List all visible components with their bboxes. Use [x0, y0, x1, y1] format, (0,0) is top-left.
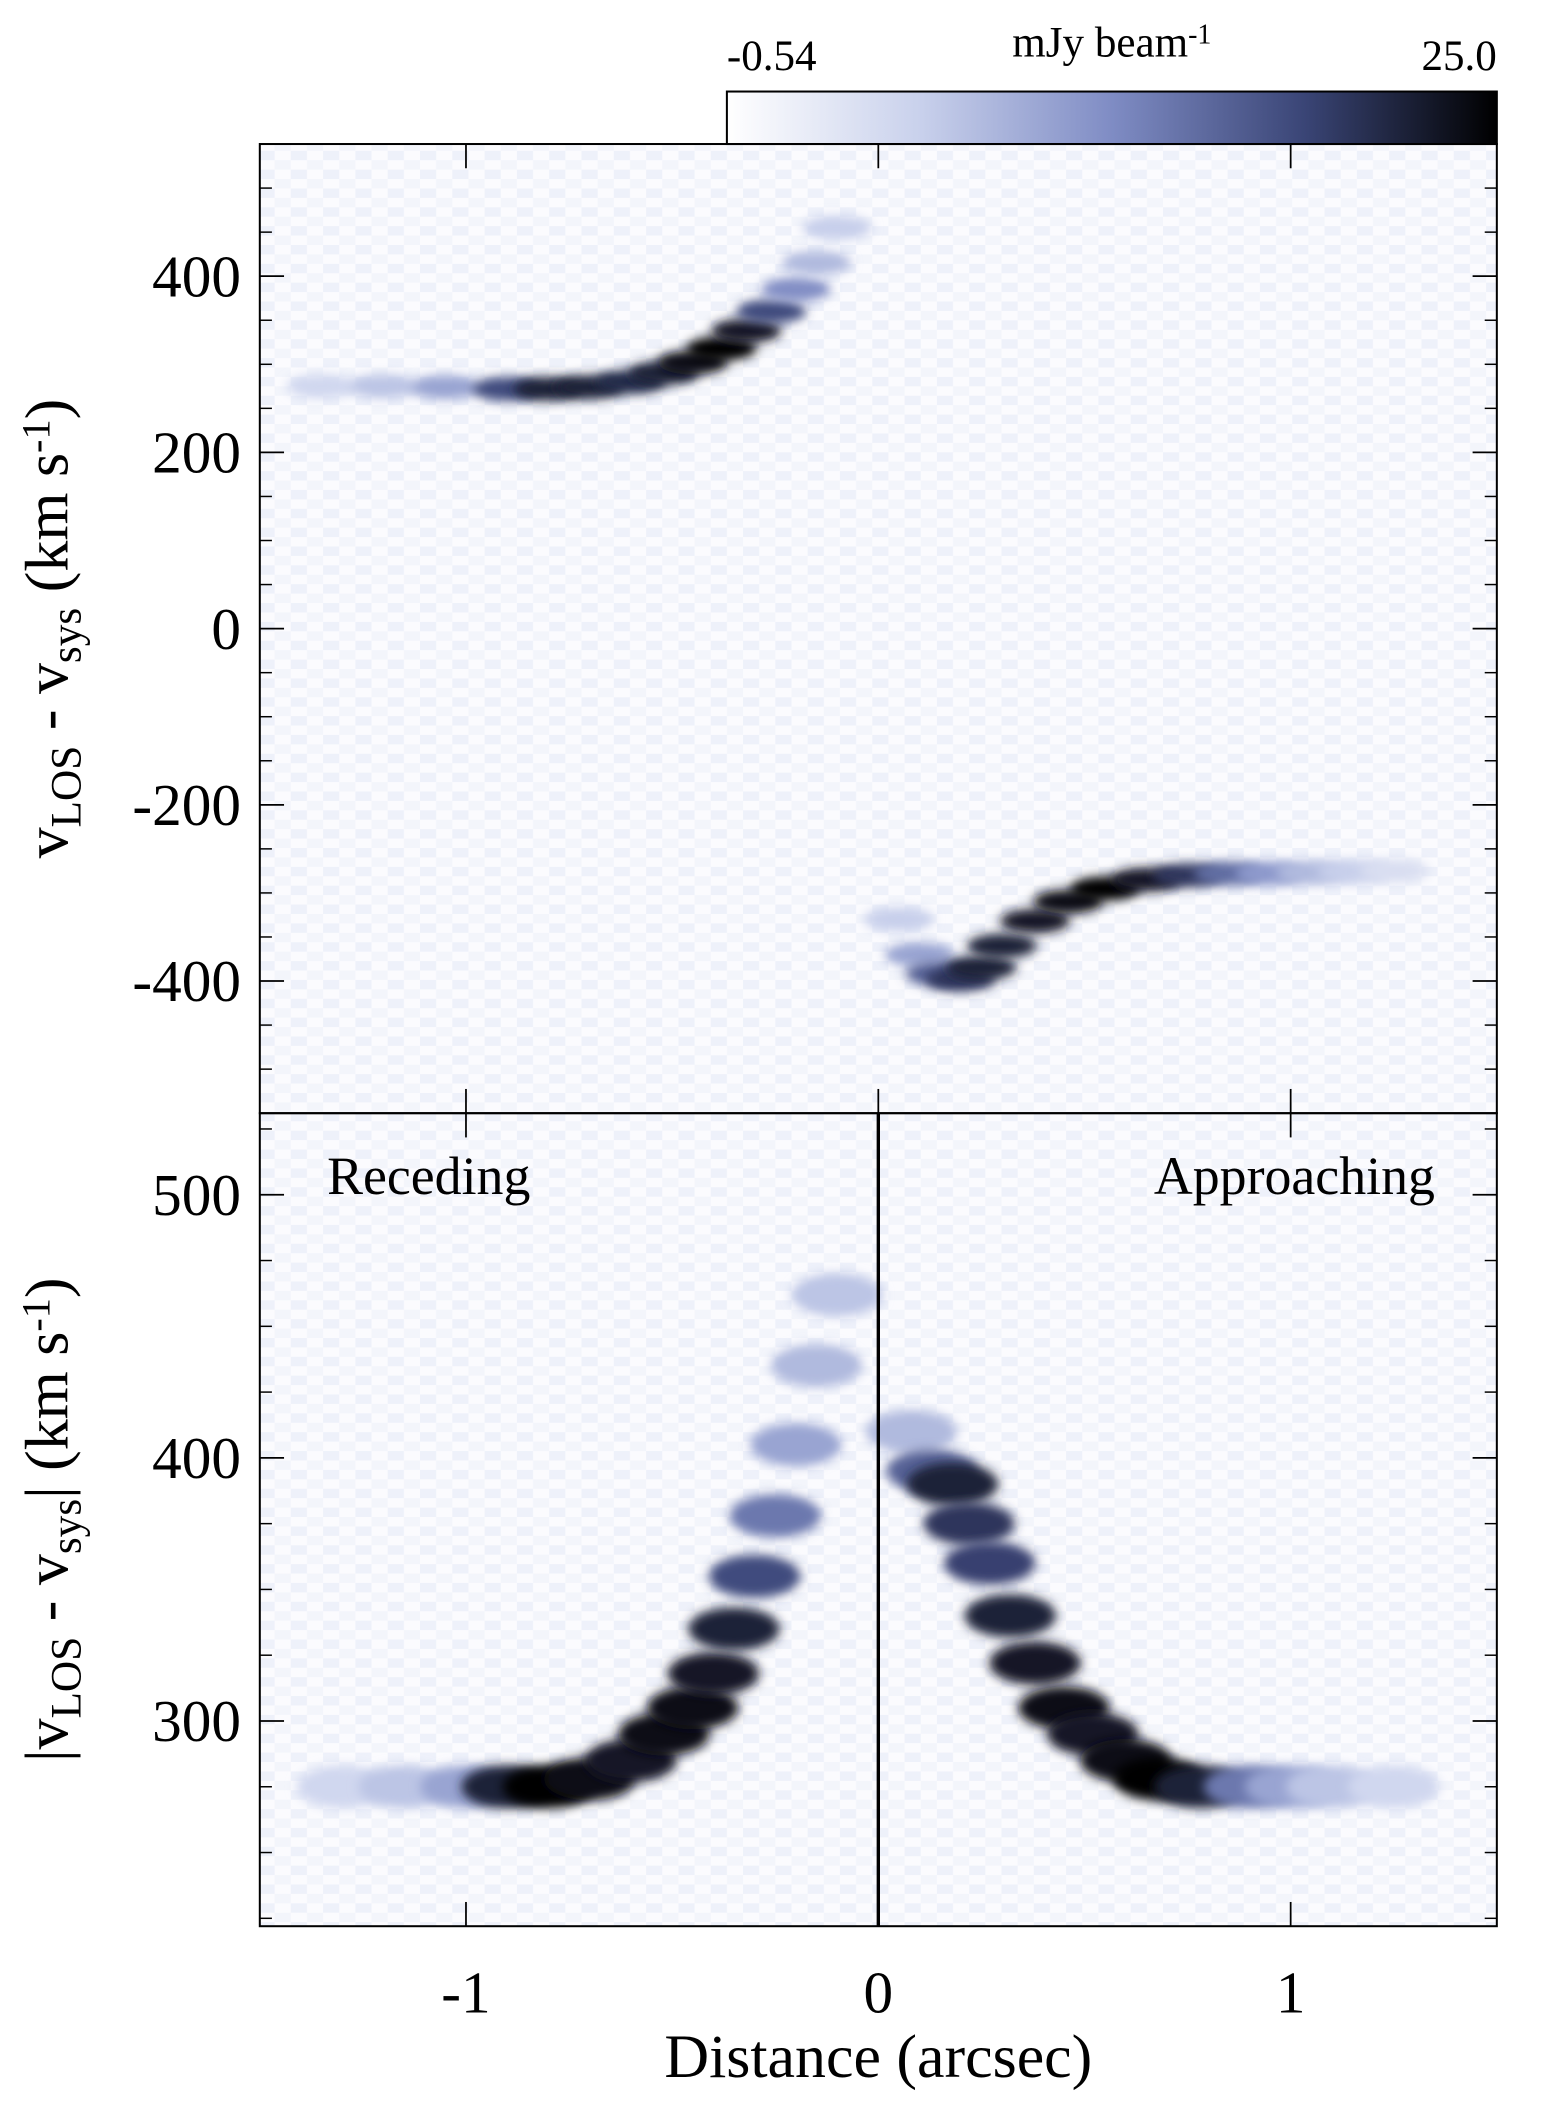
emission	[946, 955, 1017, 980]
colorbar-tick-label: 25.0	[1421, 33, 1496, 80]
panel-background	[259, 144, 1497, 1114]
emission	[770, 1344, 863, 1388]
emission	[410, 375, 481, 400]
x-tick-label: 1	[1276, 1959, 1306, 2025]
emission	[750, 1423, 842, 1467]
emission	[923, 1502, 1015, 1546]
emission	[688, 1607, 780, 1651]
emission	[1000, 909, 1071, 934]
emission	[884, 942, 955, 967]
label-text: - v	[13, 663, 81, 746]
y-tick-label: 300	[152, 1688, 241, 1754]
y-tick-label: -400	[132, 948, 241, 1014]
label-sub: LOS	[42, 746, 90, 828]
emission	[781, 250, 852, 276]
emission	[729, 1494, 821, 1538]
emission	[667, 1652, 760, 1696]
emission	[964, 1594, 1057, 1638]
label-text: |v	[13, 1719, 81, 1762]
axis-label: mJy beam-1	[1012, 20, 1211, 67]
emission	[646, 1686, 739, 1730]
colorbar	[725, 90, 1498, 146]
label-text: - v	[13, 1554, 81, 1637]
y-tick-label: 400	[152, 243, 241, 309]
emission	[863, 907, 934, 932]
y-tick-label: 0	[211, 596, 241, 662]
emission	[865, 1410, 958, 1454]
emission	[736, 299, 807, 324]
annotation: Receding	[327, 1146, 530, 1206]
colorbar-tick-label: -0.54	[727, 33, 817, 80]
emission	[760, 277, 831, 302]
label-text: )	[13, 399, 81, 420]
emission	[989, 1641, 1081, 1685]
emission	[802, 215, 873, 240]
label-sub: sys	[42, 608, 90, 663]
y-tick-label: 400	[152, 1425, 241, 1491]
emission	[967, 933, 1038, 958]
x-tick-label: -1	[441, 1959, 490, 2025]
y-tick-label: 500	[152, 1162, 241, 1228]
label-text: mJy beam	[1012, 20, 1188, 67]
label-text: | (km s	[13, 1332, 81, 1499]
axis-label: |vLOS - vsys| (km s-1)	[13, 1277, 90, 1761]
emission	[711, 318, 782, 343]
emission	[943, 1541, 1036, 1585]
label-sup: -1	[13, 1298, 58, 1332]
label-text: v	[13, 827, 81, 858]
emission	[1358, 858, 1429, 884]
label-text: (km s	[13, 453, 81, 608]
emission	[286, 374, 357, 399]
label-text: )	[13, 1277, 81, 1298]
label-sub: sys	[42, 1499, 90, 1554]
annotation: Approaching	[1154, 1146, 1435, 1206]
x-tick-label: 0	[864, 1959, 894, 2025]
label-sup: -1	[1188, 20, 1211, 51]
label-sup: -1	[13, 419, 58, 453]
marks	[286, 215, 1440, 1809]
emission	[708, 1554, 801, 1598]
emission	[791, 1273, 883, 1317]
label-sub: LOS	[42, 1637, 90, 1719]
y-tick-label: -200	[132, 772, 241, 838]
axis-label: vLOS - vsys (km s-1)	[13, 399, 90, 859]
emission	[906, 1462, 999, 1506]
x-axis-label: Distance (arcsec)	[664, 2023, 1092, 2091]
y-tick-label: 200	[152, 420, 241, 486]
emission	[348, 374, 419, 399]
emission	[1347, 1765, 1440, 1809]
